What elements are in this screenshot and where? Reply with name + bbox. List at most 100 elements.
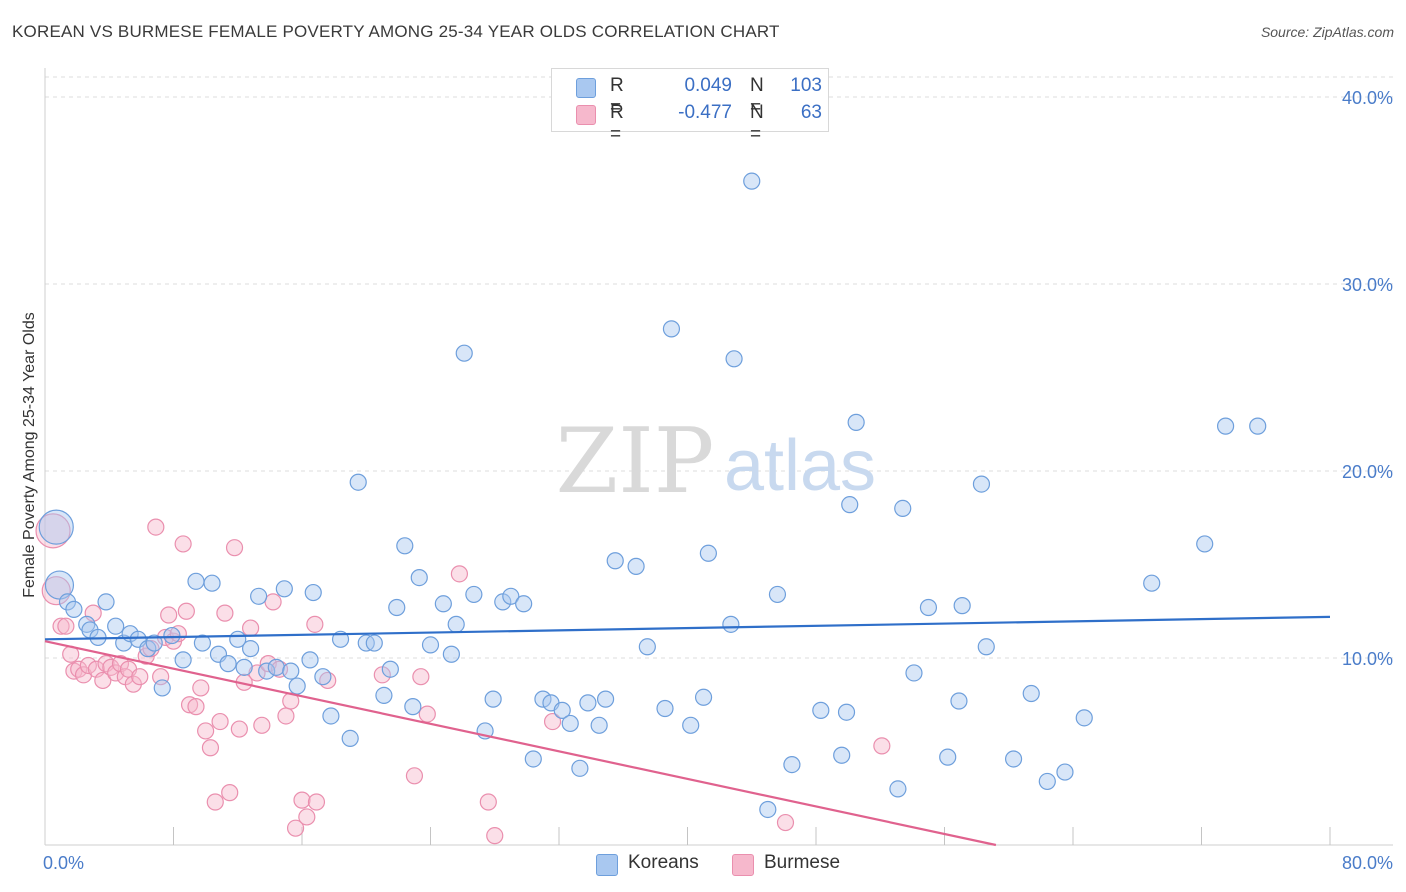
koreans-point (288, 677, 306, 695)
watermark-zip: ZIP (556, 409, 715, 514)
burmese-points (35, 513, 891, 845)
koreans-point (301, 651, 319, 669)
koreans-point (894, 499, 912, 517)
burmese-point (102, 658, 120, 676)
koreans-point (768, 585, 787, 604)
burmese-point (264, 593, 282, 611)
koreans-point (722, 615, 740, 633)
koreans-point (1075, 709, 1093, 727)
koreans-legend-label: Koreans (628, 852, 699, 873)
koreans-point (1216, 417, 1235, 435)
koreans-point (656, 699, 674, 718)
burmese-point (286, 819, 305, 837)
koreans-point (905, 664, 923, 682)
koreans-point (919, 598, 938, 617)
burmese-point (543, 712, 562, 731)
grid-lines (45, 76, 1393, 659)
burmese-swatch (576, 105, 596, 125)
koreans-point (1249, 417, 1267, 435)
burmese-point (230, 720, 248, 738)
koreans-point (638, 638, 656, 656)
koreans-point (314, 668, 332, 686)
koreans-point (1022, 684, 1040, 703)
burmese-point (242, 619, 260, 637)
n-label: N = (750, 102, 764, 145)
burmese-point (486, 827, 504, 845)
koreans-trend-line (44, 615, 1331, 641)
burmese-trend-line (44, 640, 997, 847)
koreans-point (421, 636, 440, 654)
koreans-point (502, 587, 520, 605)
burmese-point (160, 606, 178, 624)
chart-title: KOREAN VS BURMESE FEMALE POVERTY AMONG 2… (12, 22, 780, 41)
burmese-point (216, 604, 234, 622)
burmese-point (298, 808, 316, 826)
koreans-point (250, 587, 268, 605)
koreans-point (889, 780, 907, 798)
burmese-point (147, 518, 165, 536)
koreans-point (847, 413, 865, 431)
koreans-point (841, 496, 859, 514)
koreans-point (783, 755, 801, 774)
y-tick-label: 10.0% (1342, 649, 1393, 669)
koreans-point (812, 701, 830, 719)
koreans-point (950, 692, 968, 710)
burmese-point (79, 656, 97, 675)
burmese-point (405, 767, 424, 785)
koreans-point (174, 651, 192, 669)
koreans-point (187, 572, 205, 590)
koreans-point (442, 645, 460, 663)
burmese-point (418, 705, 436, 723)
burmese-point (206, 793, 224, 811)
burmese-legend-swatch (732, 854, 754, 876)
koreans-point (365, 634, 383, 652)
y-axis-label: Female Poverty Among 25-34 Year Olds (21, 312, 38, 598)
koreans-point (203, 574, 221, 592)
burmese-point (277, 707, 295, 725)
koreans-point (455, 344, 473, 362)
y-tick-label: 40.0% (1342, 88, 1393, 108)
burmese-point (450, 565, 469, 583)
burmese-point (201, 739, 220, 757)
r-value: -0.477 (678, 102, 732, 123)
koreans-point (145, 634, 163, 652)
koreans-point (235, 658, 253, 676)
burmese-point (131, 668, 149, 686)
koreans-legend-swatch (596, 854, 618, 876)
koreans-swatch (576, 78, 596, 98)
burmese-point (412, 668, 430, 686)
koreans-point (193, 634, 212, 652)
koreans-point (375, 686, 393, 705)
koreans-point (627, 557, 645, 575)
koreans-point (78, 615, 96, 633)
koreans-point (410, 568, 428, 587)
koreans-point (163, 626, 181, 645)
r-value: 0.049 (684, 75, 732, 96)
burmese-point (307, 793, 326, 811)
burmese-point (211, 712, 229, 731)
koreans-point (524, 750, 542, 768)
koreans-point (97, 593, 115, 611)
koreans-point (322, 707, 340, 725)
koreans-point (242, 640, 260, 658)
burmese-point (70, 660, 88, 678)
chart-source: Source: ZipAtlas.com (1260, 24, 1394, 40)
burmese-point (192, 679, 210, 697)
x-tick-label: 0.0% (43, 853, 84, 873)
burmese-point (180, 696, 199, 714)
n-value: 63 (800, 102, 822, 123)
koreans-point (388, 598, 406, 617)
axes (44, 68, 1393, 846)
koreans-point (304, 583, 322, 602)
trend-lines (44, 615, 1331, 847)
koreans-point (396, 537, 414, 555)
koreans-point (953, 597, 971, 615)
koreans-point (38, 509, 74, 545)
burmese-point (57, 617, 75, 635)
koreans-point (65, 600, 83, 618)
koreans-point (1038, 772, 1056, 791)
koreans-point (606, 552, 624, 570)
koreans-point (258, 662, 276, 680)
x-tick-label: 80.0% (1342, 853, 1393, 873)
koreans-point (561, 714, 579, 733)
